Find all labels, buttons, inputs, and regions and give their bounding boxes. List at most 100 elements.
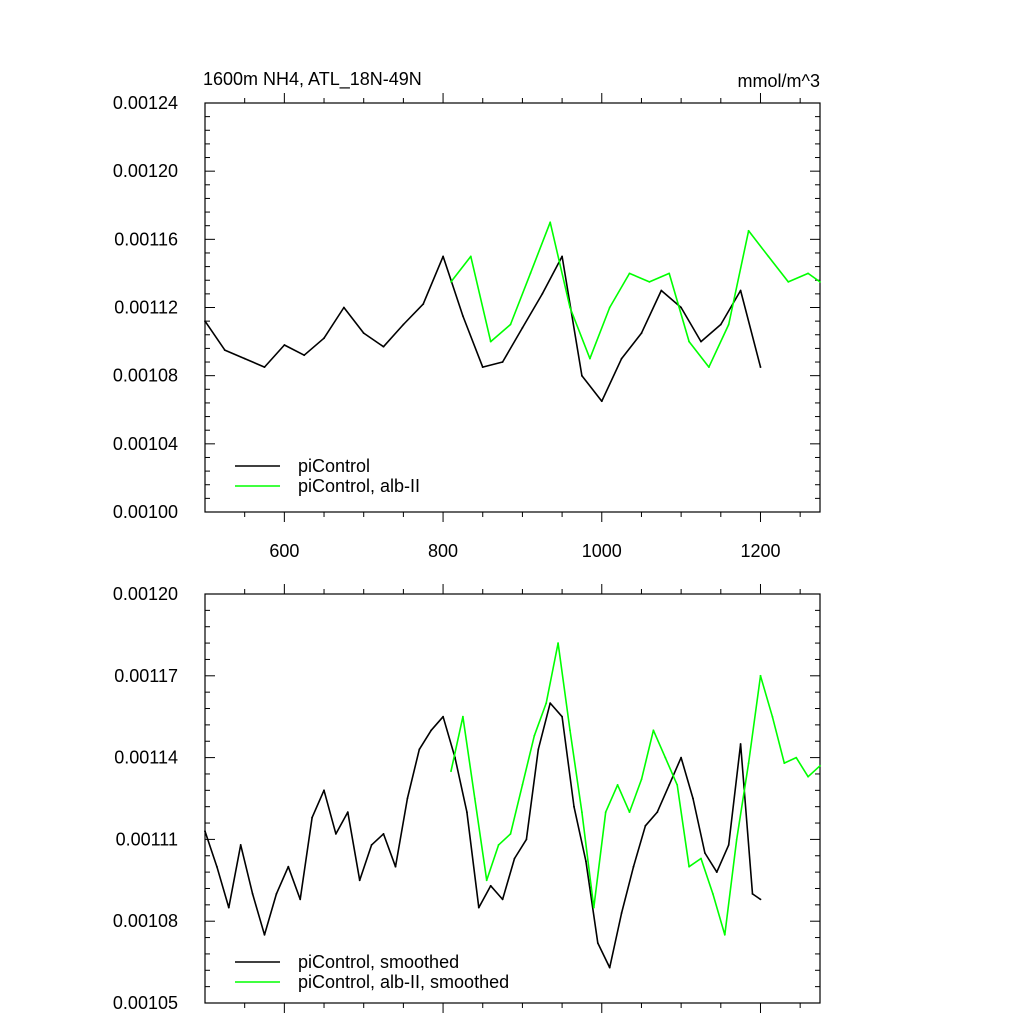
data-point bbox=[608, 306, 611, 309]
series-line-picontrol bbox=[204, 702, 761, 969]
data-point bbox=[481, 366, 484, 368]
plot-frame bbox=[204, 593, 821, 1004]
data-point bbox=[723, 933, 726, 936]
data-point bbox=[533, 734, 536, 737]
data-point bbox=[592, 906, 595, 909]
data-point bbox=[727, 844, 730, 846]
data-point bbox=[537, 748, 540, 751]
data-point bbox=[620, 912, 623, 914]
data-point bbox=[370, 844, 373, 846]
data-point bbox=[442, 255, 444, 258]
data-point bbox=[358, 879, 361, 882]
data-point bbox=[759, 366, 762, 368]
data-point bbox=[430, 729, 433, 732]
y-tick-label: 0.00112 bbox=[114, 298, 178, 318]
data-point bbox=[668, 784, 671, 786]
data-point bbox=[462, 315, 464, 317]
data-point bbox=[497, 844, 500, 846]
data-point bbox=[589, 357, 591, 360]
data-point bbox=[751, 893, 754, 895]
data-point bbox=[362, 332, 365, 334]
bottom-plot-area: 0.00105 0.00108 0.00111 0.00114 0.00117 0.001… bbox=[113, 584, 821, 1013]
data-point bbox=[807, 272, 809, 275]
data-point bbox=[739, 289, 742, 292]
data-point bbox=[216, 865, 218, 868]
data-point bbox=[402, 323, 405, 326]
data-point bbox=[394, 865, 397, 868]
data-point bbox=[466, 811, 468, 813]
data-point bbox=[485, 879, 488, 882]
data-point bbox=[204, 830, 206, 833]
data-point bbox=[688, 865, 690, 868]
data-point bbox=[585, 860, 587, 863]
data-point bbox=[462, 715, 464, 718]
y-tick-label: 0.00114 bbox=[114, 748, 178, 768]
data-point bbox=[767, 255, 770, 258]
series-line-alb-ii bbox=[450, 221, 821, 368]
data-point bbox=[204, 320, 206, 322]
data-point bbox=[715, 871, 718, 873]
y-tick-label: 0.00116 bbox=[114, 229, 178, 249]
data-point bbox=[660, 289, 663, 292]
data-point bbox=[521, 784, 524, 786]
data-point bbox=[628, 272, 631, 275]
data-point bbox=[549, 702, 552, 704]
data-point bbox=[283, 344, 286, 346]
data-point bbox=[573, 805, 575, 808]
data-point bbox=[719, 323, 722, 326]
data-point bbox=[450, 770, 452, 773]
data-point bbox=[513, 857, 516, 860]
y-tick-label: 0.00120 bbox=[113, 161, 178, 181]
y-tick-label: 0.00104 bbox=[113, 434, 178, 454]
data-point bbox=[632, 865, 635, 868]
y-tick-label: 0.00105 bbox=[113, 993, 178, 1013]
data-point bbox=[727, 323, 730, 326]
data-point bbox=[418, 748, 421, 751]
data-point bbox=[541, 293, 544, 295]
data-point bbox=[700, 340, 702, 343]
bottom-panel: 0.00105 0.00108 0.00111 0.00114 0.00117 0.001… bbox=[113, 584, 821, 1013]
y-tick-label: 0.00108 bbox=[113, 366, 178, 386]
data-point bbox=[489, 340, 492, 343]
data-point bbox=[299, 898, 302, 901]
data-point bbox=[549, 221, 552, 224]
legend-label: piControl, smoothed bbox=[298, 952, 459, 972]
data-point bbox=[688, 340, 690, 343]
series-line-alb-ii bbox=[450, 642, 821, 936]
data-point bbox=[795, 756, 798, 759]
data-point bbox=[227, 906, 230, 909]
data-point bbox=[469, 255, 472, 258]
data-point bbox=[275, 893, 278, 895]
data-point bbox=[783, 762, 786, 764]
legend-label: piControl, alb-II, smoothed bbox=[298, 972, 509, 992]
x-tick-label: 600 bbox=[269, 541, 299, 561]
data-point bbox=[561, 255, 563, 258]
data-point bbox=[346, 811, 349, 813]
data-point bbox=[712, 893, 714, 895]
data-point bbox=[343, 306, 345, 309]
data-point bbox=[581, 374, 583, 377]
data-point bbox=[251, 893, 254, 895]
data-point bbox=[596, 942, 599, 944]
data-point bbox=[648, 281, 651, 283]
data-point bbox=[600, 400, 603, 403]
y-tick-label: 0.00100 bbox=[113, 502, 178, 522]
data-point bbox=[323, 789, 325, 792]
data-point bbox=[311, 816, 313, 819]
data-point bbox=[616, 784, 619, 786]
data-point bbox=[628, 811, 631, 813]
data-point bbox=[501, 361, 504, 363]
data-point bbox=[382, 345, 385, 348]
data-point bbox=[771, 715, 774, 718]
top-plot-area: 0.00100 0.00104 0.00108 0.00112 0.00116 0.001… bbox=[113, 93, 821, 561]
data-point bbox=[692, 797, 694, 800]
data-point bbox=[263, 366, 266, 368]
data-point bbox=[819, 281, 821, 283]
data-point bbox=[759, 898, 762, 901]
data-point bbox=[545, 702, 548, 704]
data-point bbox=[335, 833, 337, 835]
data-point bbox=[239, 844, 242, 846]
data-point bbox=[700, 857, 702, 860]
x-tick-label: 1200 bbox=[740, 541, 780, 561]
data-point bbox=[608, 966, 611, 969]
